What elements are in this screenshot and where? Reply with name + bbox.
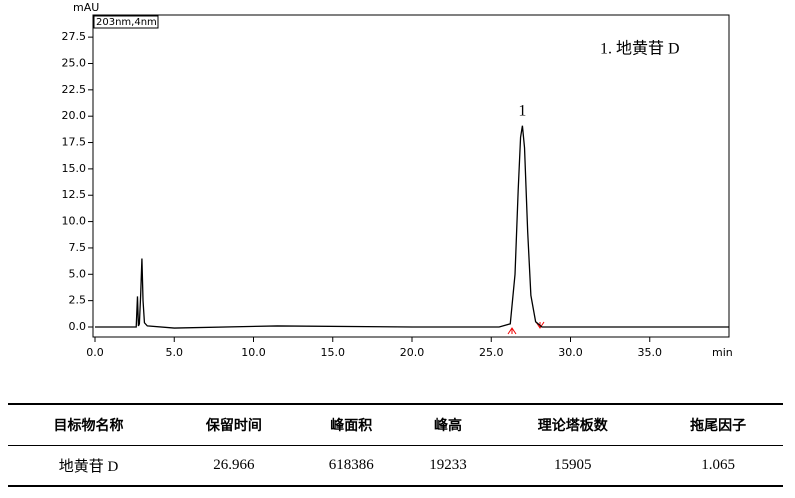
legend-annotation: 1. 地黄苷 D [600, 40, 680, 58]
x-tick-label: 35.0 [638, 346, 663, 359]
y-tick-label: 27.5 [62, 30, 87, 43]
table-row: 地黄苷 D 26.966 618386 19233 15905 1.065 [8, 445, 783, 487]
header-row: 目标物名称 保留时间 峰面积 峰高 理论塔板数 拖尾因子 [8, 403, 783, 446]
chart: mAU 203nm,4nm min 1. 地黄苷 D 0.0 2.5 5.0 7.5 1… [62, 1, 733, 359]
table-cell: 19233 [403, 445, 493, 487]
y-tick-label: 22.5 [62, 83, 87, 96]
header-cell: 峰面积 [298, 403, 404, 446]
y-tick-label: 2.5 [69, 294, 87, 307]
y-tick-label: 5.0 [69, 267, 87, 280]
x-tick-label: 5.0 [166, 346, 184, 359]
header-cell: 拖尾因子 [653, 403, 783, 446]
x-tick-label: 0.0 [86, 346, 104, 359]
x-tick-label: 25.0 [479, 346, 504, 359]
header-cell: 理论塔板数 [492, 403, 654, 446]
channel-box [93, 15, 159, 29]
table-cell: 15905 [492, 445, 654, 487]
y-tick-label: 20.0 [62, 109, 87, 122]
results-table: 目标物名称 保留时间 峰面积 峰高 理论塔板数 拖尾因子 地黄苷 D 26.966 618386… [8, 403, 783, 487]
y-tick-label: 17.5 [62, 136, 87, 149]
header-cell: 目标物名称 [8, 403, 170, 446]
peak-label: 1 [518, 102, 526, 119]
y-tick-label: 25.0 [62, 56, 87, 69]
y-tick-label: 7.5 [69, 241, 87, 254]
plot-frame [92, 14, 730, 338]
trace [95, 125, 729, 329]
x-tick-label: 15.0 [321, 346, 346, 359]
y-tick-label: 15.0 [62, 162, 87, 175]
channel-label: 203nm,4nm [96, 17, 157, 28]
x-tick-label: 10.0 [241, 346, 266, 359]
header-cell: 峰高 [403, 403, 493, 446]
table-cell: 26.966 [169, 445, 299, 487]
y-axis-label: mAU [73, 1, 99, 14]
y-tick-label: 0.0 [69, 320, 87, 333]
y-tick-label: 10.0 [62, 215, 87, 228]
table-cell: 地黄苷 D [8, 445, 170, 487]
table-body: 地黄苷 D 26.966 618386 19233 15905 1.065 [8, 445, 783, 487]
table-cell: 1.065 [653, 445, 783, 487]
x-tick-label: 20.0 [400, 346, 425, 359]
y-tick-label: 12.5 [62, 188, 87, 201]
x-axis-label: min [712, 346, 733, 359]
table-cell: 618386 [298, 445, 404, 487]
header-cell: 保留时间 [169, 403, 299, 446]
x-tick-label: 30.0 [558, 346, 583, 359]
integration-start [507, 327, 517, 335]
